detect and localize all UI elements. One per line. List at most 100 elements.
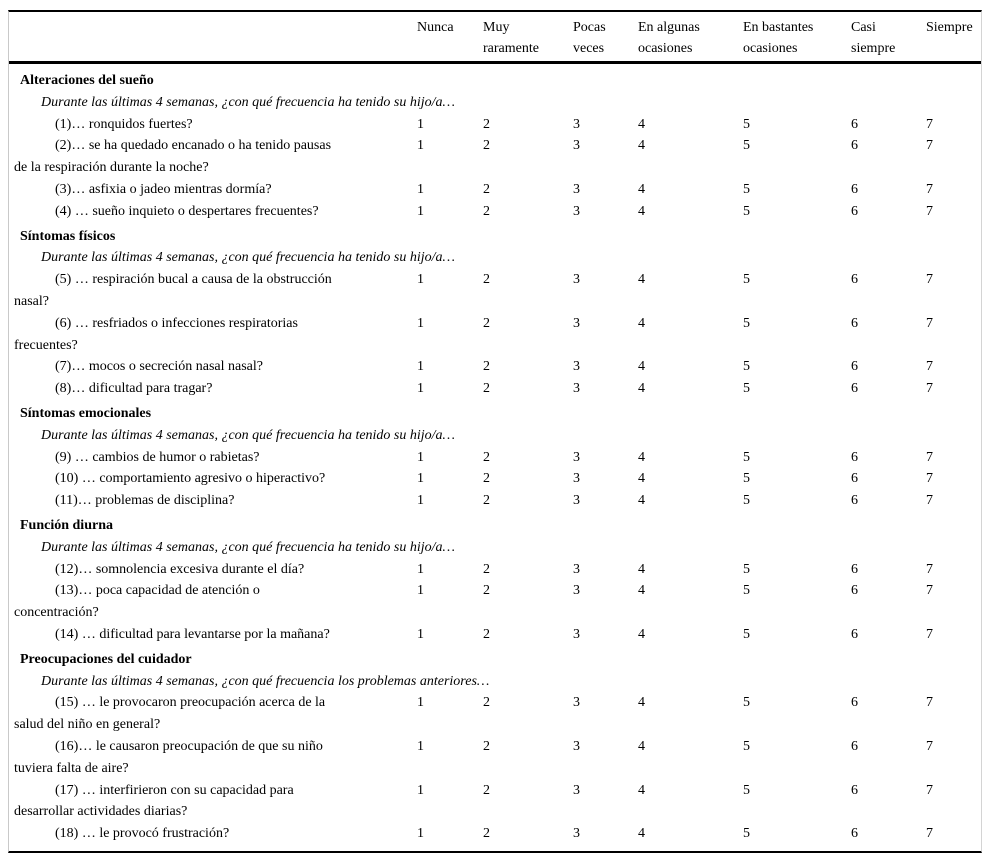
rating-value: 7 — [926, 561, 933, 577]
rating-value: 2 — [483, 203, 490, 219]
rating-value: 7 — [926, 315, 933, 331]
item-question-label: (10) … comportamiento agresivo o hiperac… — [55, 471, 326, 487]
rating-value: 7 — [926, 116, 933, 132]
rating-value: 3 — [573, 782, 580, 798]
section-title: Síntomas emocionales — [20, 405, 152, 421]
rating-value: 1 — [417, 116, 424, 132]
item-row: (18) … le provocó frustración? 1 2 3 4 5 6 7 — [14, 823, 979, 845]
rating-value: 3 — [573, 826, 580, 842]
rating-value: 3 — [573, 181, 580, 197]
rating-value: 3 — [573, 138, 580, 154]
rating-value: 6 — [851, 138, 858, 154]
rating-value: 1 — [417, 782, 424, 798]
item-row: (6) … resfriados o infecciones respirato… — [14, 313, 979, 357]
rating-value: 2 — [483, 493, 490, 509]
rating-value: 7 — [926, 181, 933, 197]
rating-value: 4 — [638, 272, 645, 288]
rating-value: 5 — [743, 449, 750, 465]
item-question-label: (3)… asfixia o jadeo mientras dormía? — [55, 181, 272, 197]
rating-value: 4 — [638, 138, 645, 154]
rating-value: 4 — [638, 561, 645, 577]
rating-value: 6 — [851, 561, 858, 577]
rating-value: 2 — [483, 116, 490, 132]
rating-value: 3 — [573, 583, 580, 599]
item-question-label: (15) … le provocaron preocupación acerca… — [14, 695, 326, 733]
item-row: (1)… ronquidos fuertes? 1 2 3 4 5 6 7 — [14, 114, 979, 136]
rating-value: 7 — [926, 695, 933, 711]
rating-value: 5 — [743, 203, 750, 219]
section-title: Alteraciones del sueño — [20, 73, 154, 88]
rating-value: 1 — [417, 583, 424, 599]
item-row: (4) … sueño inquieto o despertares frecu… — [14, 201, 979, 223]
rating-value: 6 — [851, 782, 858, 798]
rating-value: 7 — [926, 626, 933, 642]
rating-value: 6 — [851, 695, 858, 711]
rating-value: 2 — [483, 449, 490, 465]
rating-value: 5 — [743, 181, 750, 197]
rating-value: 3 — [573, 381, 580, 397]
rating-value: 4 — [638, 471, 645, 487]
item-question-label: (14) … dificultad para levantarse por la… — [55, 626, 330, 642]
rating-value: 3 — [573, 315, 580, 331]
item-row: (13)… poca capacidad de atención o conce… — [14, 580, 979, 624]
rating-value: 2 — [483, 381, 490, 397]
rating-value: 4 — [638, 493, 645, 509]
rating-value: 5 — [743, 738, 750, 754]
rating-value: 1 — [417, 738, 424, 754]
rating-value: 4 — [638, 626, 645, 642]
item-question-label: (7)… mocos o secreción nasal nasal? — [55, 359, 263, 375]
rating-value: 6 — [851, 272, 858, 288]
rating-value: 1 — [417, 695, 424, 711]
rating-value: 5 — [743, 826, 750, 842]
rating-value: 6 — [851, 181, 858, 197]
column-header: En algunas ocasiones — [638, 20, 700, 56]
rating-value: 3 — [573, 738, 580, 754]
rating-value: 4 — [638, 359, 645, 375]
rating-value: 3 — [573, 561, 580, 577]
item-row: (10) … comportamiento agresivo o hiperac… — [14, 468, 979, 490]
section-instruction: Durante las últimas 4 semanas, ¿con qué … — [41, 673, 490, 689]
rating-value: 5 — [743, 359, 750, 375]
rating-value: 5 — [743, 116, 750, 132]
questionnaire-table: Nunca Muy raramente Pocas veces En algunas … — [8, 10, 982, 853]
item-question-label: (4) … sueño inquieto o despertares frecu… — [55, 203, 319, 219]
rating-value: 6 — [851, 449, 858, 465]
rating-value: 2 — [483, 695, 490, 711]
rating-value: 4 — [638, 449, 645, 465]
column-header: Muy raramente — [483, 20, 539, 56]
section-title: Síntomas físicos — [20, 228, 116, 244]
rating-value: 1 — [417, 138, 424, 154]
rating-value: 4 — [638, 782, 645, 798]
column-header: Pocas veces — [573, 20, 606, 56]
rating-value: 2 — [483, 315, 490, 331]
section-title: Función diurna — [20, 517, 113, 533]
item-question-label: (8)… dificultad para tragar? — [55, 381, 213, 397]
rating-value: 1 — [417, 449, 424, 465]
item-row: (11)… problemas de disciplina? 1 2 3 4 5 6 7 — [14, 490, 979, 512]
rating-value: 1 — [417, 826, 424, 842]
table-header-row: Nunca Muy raramente Pocas veces En algunas … — [9, 12, 981, 61]
rating-value: 5 — [743, 138, 750, 154]
rating-value: 2 — [483, 738, 490, 754]
rating-value: 3 — [573, 626, 580, 642]
column-header: Nunca — [417, 20, 454, 35]
rating-value: 2 — [483, 561, 490, 577]
rating-value: 3 — [573, 203, 580, 219]
rating-value: 5 — [743, 695, 750, 711]
item-row: (2)… se ha quedado encanado o ha tenido … — [14, 135, 979, 179]
rating-value: 2 — [483, 359, 490, 375]
rating-value: 1 — [417, 181, 424, 197]
rating-value: 5 — [743, 493, 750, 509]
rating-value: 1 — [417, 626, 424, 642]
item-question-label: (6) … resfriados o infecciones respirato… — [14, 315, 298, 353]
table-body: Alteraciones del sueño Durante las última… — [9, 64, 981, 851]
rating-value: 3 — [573, 471, 580, 487]
rating-value: 2 — [483, 826, 490, 842]
rating-value: 7 — [926, 826, 933, 842]
item-question-label: (9) … cambios de humor o rabietas? — [55, 449, 260, 465]
section-instruction: Durante las últimas 4 semanas, ¿con qué … — [41, 94, 455, 110]
rating-value: 7 — [926, 449, 933, 465]
item-question-label: (1)… ronquidos fuertes? — [55, 116, 193, 132]
item-question-label: (5) … respiración bucal a causa de la ob… — [14, 272, 332, 309]
section-title: Preocupaciones del cuidador — [20, 651, 192, 667]
